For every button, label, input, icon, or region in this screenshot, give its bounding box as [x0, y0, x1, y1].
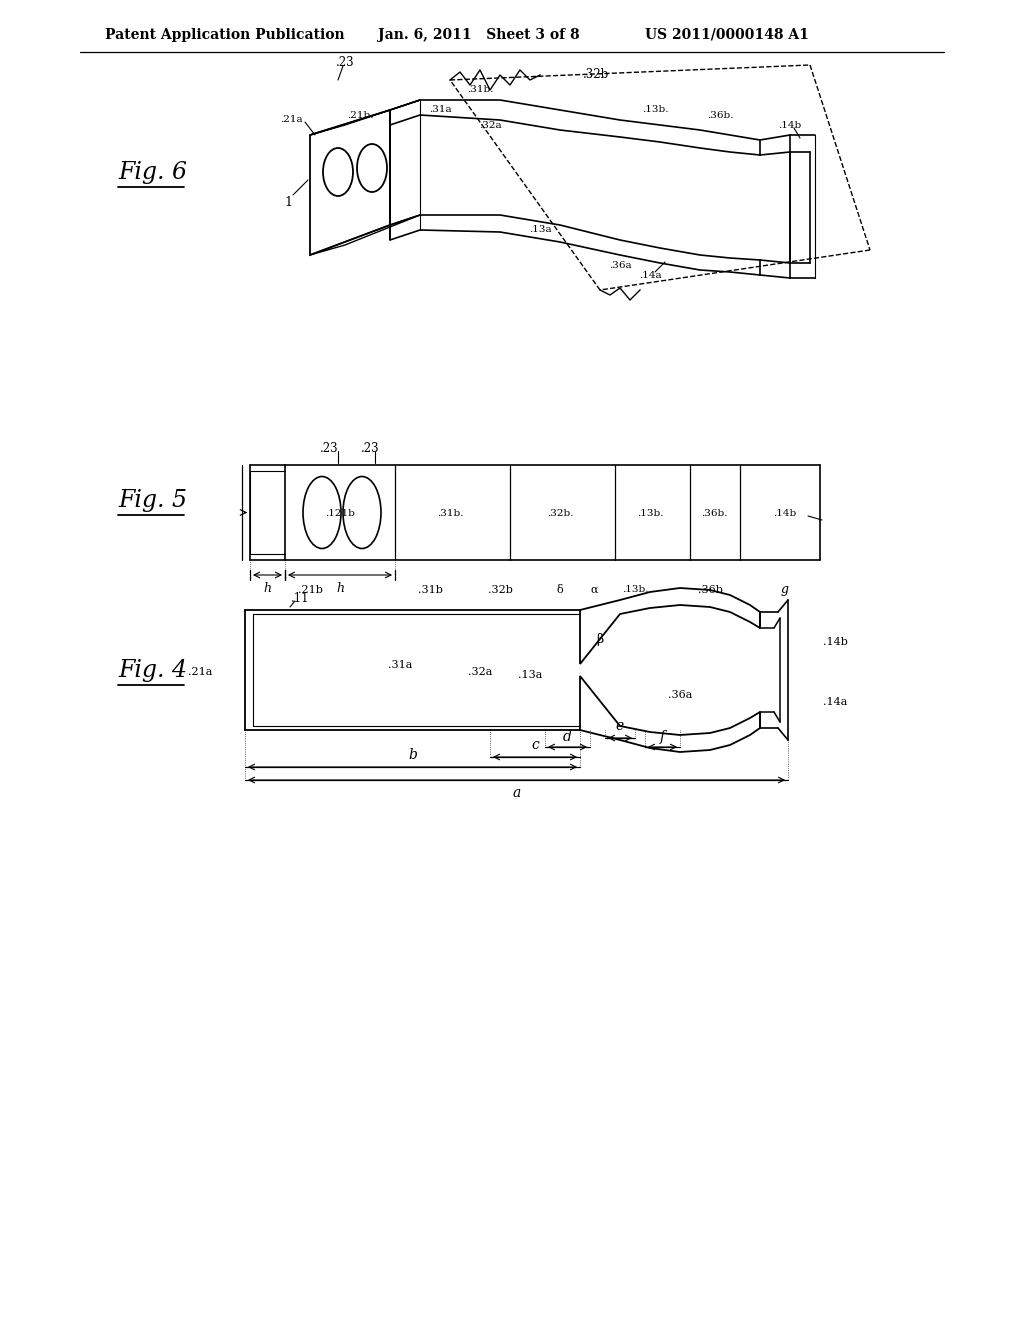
Text: β: β	[596, 634, 603, 647]
Text: h: h	[336, 582, 344, 595]
Text: h: h	[263, 582, 271, 595]
Text: .36b.: .36b.	[707, 111, 733, 120]
Text: .21b.: .21b.	[347, 111, 374, 120]
Text: 1: 1	[284, 195, 292, 209]
Text: .14b: .14b	[773, 510, 797, 519]
Text: US 2011/0000148 A1: US 2011/0000148 A1	[645, 28, 809, 42]
Text: .31a: .31a	[429, 106, 452, 115]
Text: .14a: .14a	[823, 697, 848, 708]
Text: .23: .23	[319, 441, 338, 454]
Text: .21a: .21a	[187, 667, 212, 677]
Text: .13b.: .13b.	[622, 586, 648, 594]
Text: .11: .11	[291, 591, 309, 605]
Text: .121b: .121b	[325, 510, 355, 519]
Text: a: a	[512, 785, 520, 800]
Text: Fig. 5: Fig. 5	[118, 488, 187, 511]
Text: f: f	[659, 730, 665, 744]
Text: .13a: .13a	[528, 226, 551, 235]
Text: δ: δ	[557, 585, 563, 595]
Text: .31b: .31b	[418, 585, 442, 595]
Text: .32b: .32b	[583, 69, 609, 82]
Text: .23: .23	[360, 441, 379, 454]
Text: Fig. 4: Fig. 4	[118, 659, 187, 681]
Text: .36b.: .36b.	[700, 510, 727, 519]
Text: .14b: .14b	[823, 638, 848, 647]
Text: b: b	[408, 748, 417, 762]
Text: α: α	[590, 585, 598, 595]
Text: .32a: .32a	[478, 120, 502, 129]
Text: Patent Application Publication: Patent Application Publication	[105, 28, 345, 42]
Text: .31b.: .31b.	[467, 86, 494, 95]
Text: .31b.: .31b.	[437, 510, 463, 519]
Text: .13a: .13a	[518, 671, 542, 680]
Text: .32b.: .32b.	[547, 510, 573, 519]
Text: .23: .23	[336, 55, 354, 69]
Text: .14b: .14b	[778, 120, 802, 129]
Text: d: d	[563, 730, 572, 744]
Text: .32a: .32a	[468, 667, 493, 677]
Text: .21b: .21b	[298, 585, 323, 595]
Text: Jan. 6, 2011   Sheet 3 of 8: Jan. 6, 2011 Sheet 3 of 8	[378, 28, 580, 42]
Text: .14a: .14a	[639, 271, 662, 280]
Text: .36a: .36a	[608, 260, 632, 269]
Text: Fig. 6: Fig. 6	[118, 161, 187, 183]
Text: c: c	[531, 738, 539, 752]
Text: .36b: .36b	[697, 585, 723, 595]
Text: .31a: .31a	[388, 660, 413, 671]
Text: .13b.: .13b.	[642, 106, 669, 115]
Text: g: g	[781, 583, 790, 597]
Text: .13b.: .13b.	[637, 510, 664, 519]
Text: .36a: .36a	[668, 690, 692, 700]
Text: .21a: .21a	[281, 116, 303, 124]
Text: .32b: .32b	[487, 585, 512, 595]
Text: e: e	[615, 719, 624, 733]
